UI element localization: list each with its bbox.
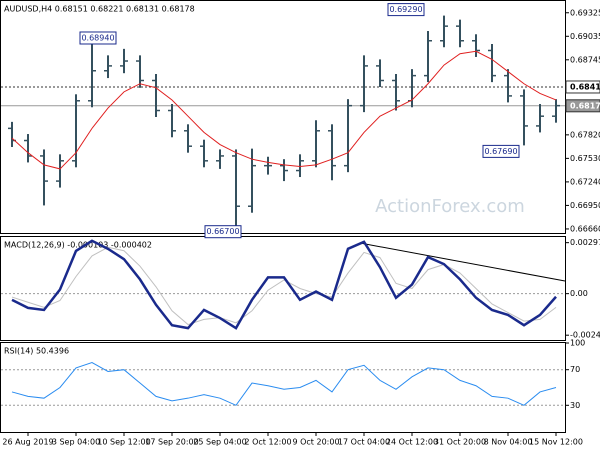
panel-title: MACD(12,26,9) -0.000103 -0.000402	[4, 241, 152, 250]
y-tick-label: 30	[570, 401, 580, 410]
x-tick-label: 17 Sep 20:00	[145, 438, 198, 447]
y-tick-label: 0.68745	[570, 55, 600, 64]
annotation-box	[204, 225, 242, 239]
y-tick-label: 0.69035	[570, 32, 600, 41]
y-tick-label: 0.67530	[570, 154, 600, 163]
x-tick-label: 8 Nov 04:00	[484, 438, 533, 447]
trend-line	[359, 242, 566, 282]
level-label: 0.68178	[570, 101, 600, 110]
macd-frame	[0, 236, 566, 341]
x-tick-label: 24 Oct 12:00	[386, 438, 438, 447]
watermark: ActionForex.com	[375, 196, 525, 217]
y-tick-label: 0.00	[570, 289, 588, 298]
y-tick-label: 70	[570, 365, 580, 374]
annotation: 0.68940	[81, 33, 114, 42]
panel-title: AUDUSD,H4 0.68151 0.68221 0.68131 0.6817…	[4, 5, 195, 14]
x-tick-label: 26 Aug 2019	[2, 438, 53, 447]
y-tick-label: 0.66660	[570, 224, 600, 233]
annotation-box	[387, 3, 425, 17]
level-box	[565, 80, 600, 94]
x-tick-label: 31 Oct 20:00	[434, 438, 486, 447]
indicator-line	[11, 246, 557, 326]
y-tick-label: 100	[570, 339, 585, 348]
y-tick-label: 0.00297	[570, 238, 600, 247]
annotation-box	[79, 31, 117, 45]
level-box	[565, 99, 600, 113]
y-tick-label: 0.69325	[570, 8, 600, 17]
x-tick-label: 9 Oct 20:00	[292, 438, 339, 447]
panel-title: RSI(14) 50.4396	[4, 347, 69, 356]
x-tick-label: 17 Oct 04:00	[338, 438, 390, 447]
x-tick-label: 25 Sep 04:00	[193, 438, 246, 447]
y-tick-label: 0.66950	[570, 201, 600, 210]
rsi-line	[11, 362, 557, 406]
x-tick-label: 2 Oct 12:00	[244, 438, 291, 447]
y-tick-label: 0.67240	[570, 177, 600, 186]
main-frame	[0, 0, 566, 234]
annotation-box	[482, 144, 520, 158]
x-tick-label: 3 Sep 04:00	[52, 438, 100, 447]
x-tick-label: 15 Nov 12:00	[529, 438, 583, 447]
y-tick-label: 0.67820	[570, 130, 600, 139]
indicator-line	[11, 239, 557, 330]
x-tick-label: 10 Sep 12:00	[97, 438, 150, 447]
moving-average	[11, 50, 557, 170]
annotation: 0.69290	[389, 5, 422, 14]
y-tick-label: -0.00242	[570, 331, 600, 340]
rsi-frame	[0, 342, 566, 433]
annotation: 0.67690	[484, 147, 517, 156]
annotation: 0.66700	[206, 227, 239, 236]
